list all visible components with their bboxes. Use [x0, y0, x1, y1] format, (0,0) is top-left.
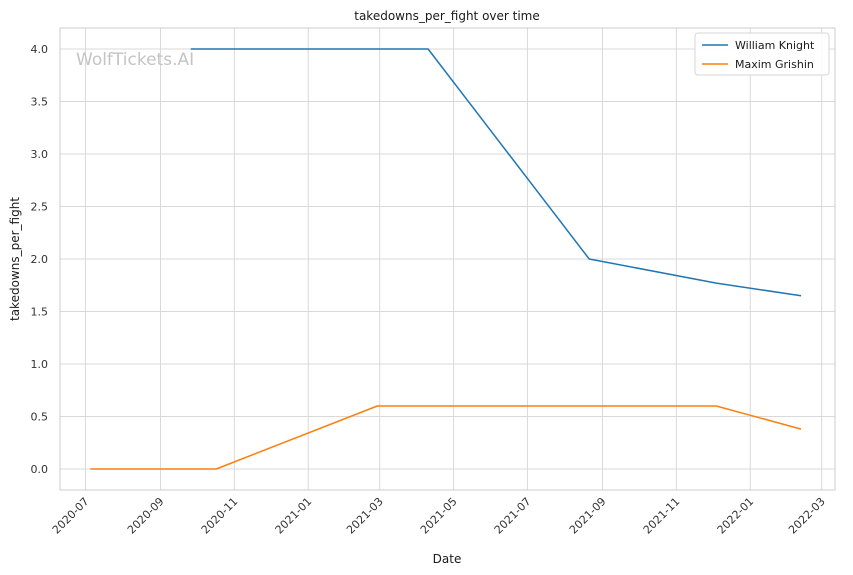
x-tick-label: 2022-01	[715, 495, 757, 537]
legend-box	[694, 32, 830, 76]
x-axis-label: Date	[433, 552, 462, 566]
x-tick-label: 2021-11	[641, 495, 683, 537]
y-tick-label: 0.0	[31, 463, 49, 476]
plot-frame	[59, 27, 836, 491]
series-line-william-knight	[190, 48, 802, 297]
y-tick-label: 0.5	[31, 411, 49, 424]
legend: William Knight Maxim Grishin	[694, 32, 830, 76]
x-tick-label: 2020-07	[50, 495, 92, 537]
x-tick-label: 2021-01	[273, 495, 315, 537]
x-tick-label: 2021-03	[344, 495, 386, 537]
y-tick-labels: 0.0 0.5 1.0 1.5 2.0 2.5 3.0 3.5 4.0	[31, 43, 49, 476]
y-tick-label: 2.0	[31, 253, 49, 266]
x-tick-label: 2021-09	[567, 495, 609, 537]
y-tick-label: 1.0	[31, 358, 49, 371]
x-tick-label: 2022-03	[786, 495, 828, 537]
legend-label-maxim-grishin: Maxim Grishin	[735, 58, 814, 71]
y-tick-label: 1.5	[31, 306, 49, 319]
y-tick-label: 3.0	[31, 148, 49, 161]
x-tick-label: 2020-09	[125, 495, 167, 537]
legend-label-william-knight: William Knight	[735, 39, 815, 52]
x-tick-labels: 2020-07 2020-09 2020-11 2021-01 2021-03 2021-…	[50, 495, 828, 537]
series-line-maxim-grishin	[90, 405, 802, 470]
y-tick-label: 3.5	[31, 96, 49, 109]
y-axis-label: takedowns_per_fight	[8, 197, 22, 321]
chart-title: takedowns_per_fight over time	[354, 9, 540, 23]
y-tick-label: 4.0	[31, 43, 49, 56]
watermark-text: WolfTickets.AI	[76, 50, 194, 70]
series-lines	[90, 48, 802, 470]
x-tick-label: 2020-11	[199, 495, 241, 537]
x-tick-label: 2021-07	[492, 495, 534, 537]
x-tick-label: 2021-05	[418, 495, 460, 537]
y-tick-label: 2.5	[31, 201, 49, 214]
